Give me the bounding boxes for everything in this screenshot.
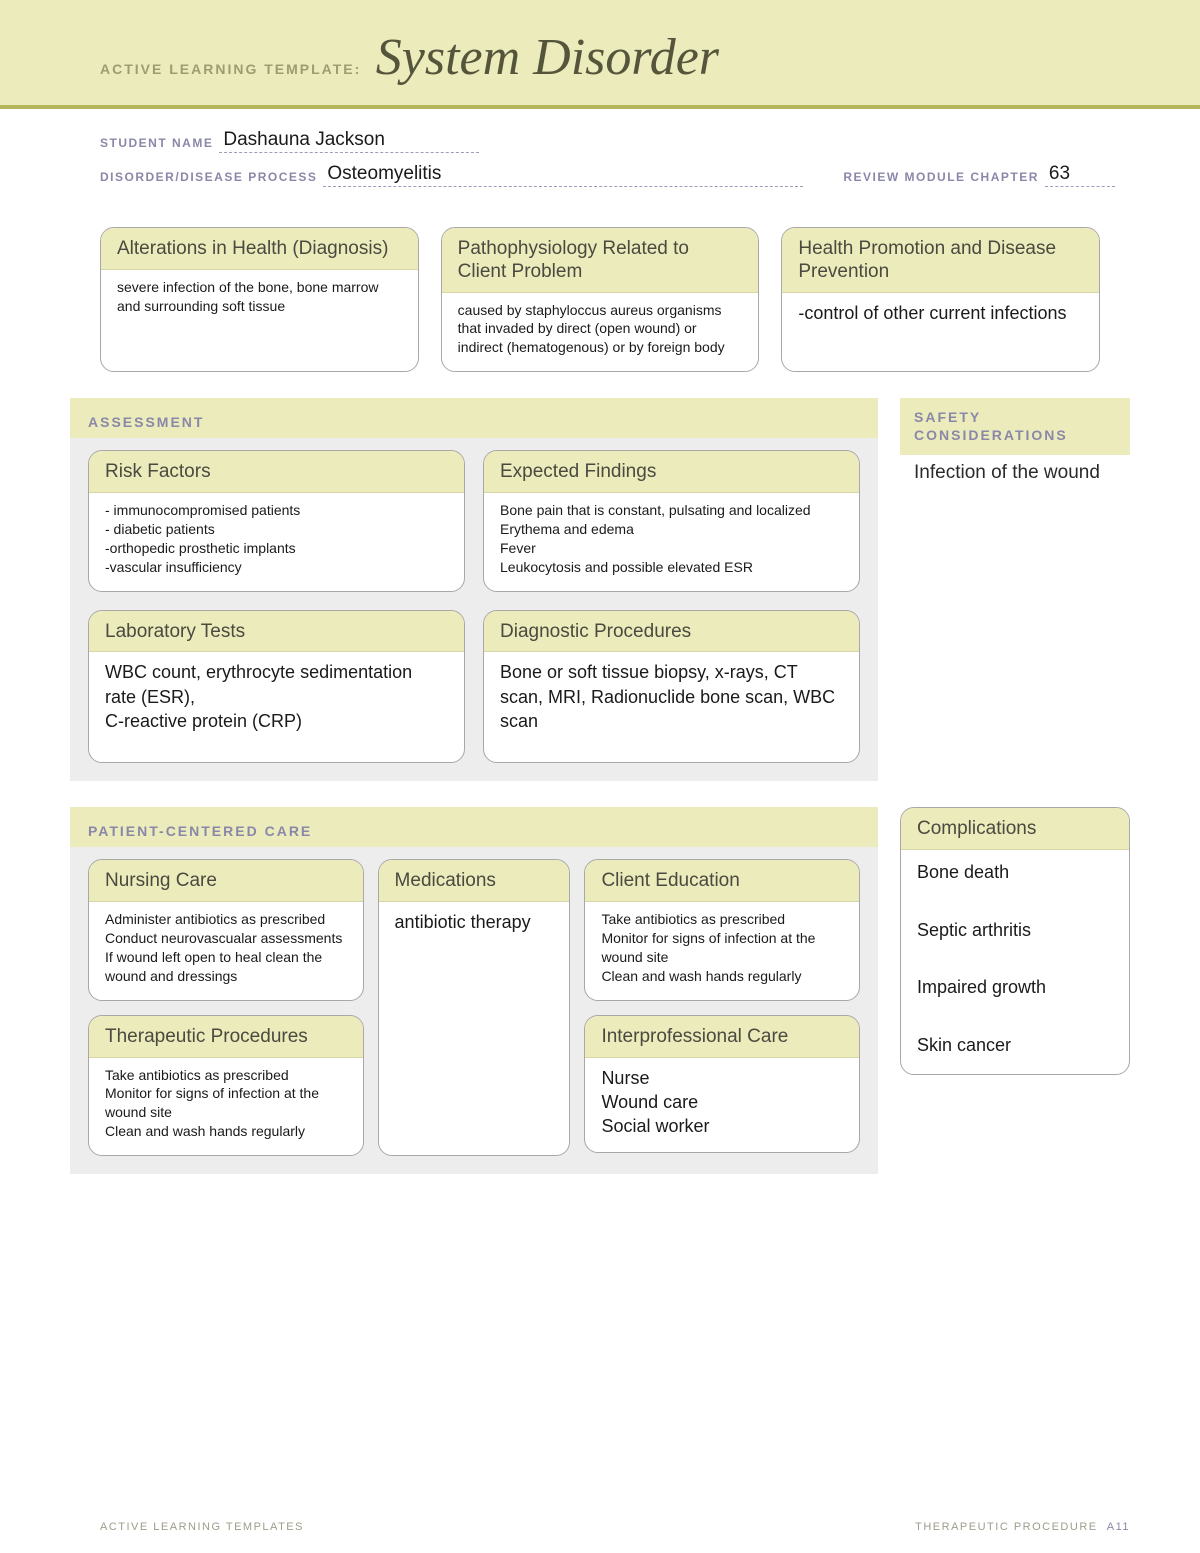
patho-title: Pathophysiology Related to Client Proble… — [442, 228, 759, 293]
promo-title: Health Promotion and Disease Prevention — [782, 228, 1099, 293]
safety-body: Infection of the wound — [900, 455, 1130, 500]
care-col1: Nursing Care Administer antibiotics as p… — [88, 859, 364, 1156]
edu-body: Take antibiotics as prescribed Monitor f… — [585, 902, 859, 1000]
student-name-field: STUDENT NAME Dashauna Jackson — [100, 129, 479, 153]
inter-body: Nurse Wound care Social worker — [585, 1058, 859, 1153]
meds-title: Medications — [379, 860, 570, 902]
nursing-box: Nursing Care Administer antibiotics as p… — [88, 859, 364, 1000]
meta-block: STUDENT NAME Dashauna Jackson DISORDER/D… — [0, 109, 1200, 207]
complications-col: Complications Bone death Septic arthriti… — [900, 807, 1130, 1074]
alterations-box: Alterations in Health (Diagnosis) severe… — [100, 227, 419, 372]
student-name-label: STUDENT NAME — [100, 136, 213, 153]
labs-title: Laboratory Tests — [89, 611, 464, 653]
patho-body: caused by staphyloccus aureus organisms … — [442, 293, 759, 372]
care-row: PATIENT-CENTERED CARE Nursing Care Admin… — [70, 807, 1130, 1174]
chapter-value: 63 — [1045, 163, 1115, 187]
chapter-field: REVIEW MODULE CHAPTER 63 — [843, 163, 1115, 187]
nursing-body: Administer antibiotics as prescribed Con… — [89, 902, 363, 1000]
risk-title: Risk Factors — [89, 451, 464, 493]
care-label: PATIENT-CENTERED CARE — [88, 823, 860, 839]
meds-box: Medications antibiotic therapy — [378, 859, 571, 1156]
promo-box: Health Promotion and Disease Prevention … — [781, 227, 1100, 372]
top-row: Alterations in Health (Diagnosis) severe… — [70, 227, 1130, 398]
inter-title: Interprofessional Care — [585, 1016, 859, 1058]
therapeutic-box: Therapeutic Procedures Take antibiotics … — [88, 1015, 364, 1156]
safety-block: SAFETY CONSIDERATIONS Infection of the w… — [900, 398, 1130, 499]
footer-left: ACTIVE LEARNING TEMPLATES — [100, 1521, 304, 1533]
disorder-field: DISORDER/DISEASE PROCESS Osteomyelitis — [100, 163, 803, 187]
dx-box: Diagnostic Procedures Bone or soft tissu… — [483, 610, 860, 764]
assessment-section: ASSESSMENT Risk Factors - immunocompromi… — [70, 398, 878, 781]
risk-box: Risk Factors - immunocompromised patient… — [88, 450, 465, 591]
footer-right-label: THERAPEUTIC PROCEDURE — [915, 1521, 1097, 1533]
footer-right: THERAPEUTIC PROCEDURE A11 — [915, 1521, 1130, 1533]
assessment-label: ASSESSMENT — [88, 414, 860, 430]
chapter-label: REVIEW MODULE CHAPTER — [843, 170, 1039, 187]
safety-label: SAFETY CONSIDERATIONS — [914, 408, 1116, 444]
alterations-title: Alterations in Health (Diagnosis) — [101, 228, 418, 270]
edu-title: Client Education — [585, 860, 859, 902]
findings-box: Expected Findings Bone pain that is cons… — [483, 450, 860, 591]
alterations-body: severe infection of the bone, bone marro… — [101, 270, 418, 330]
labs-box: Laboratory Tests WBC count, erythrocyte … — [88, 610, 465, 764]
findings-body: Bone pain that is constant, pulsating an… — [484, 493, 859, 591]
complications-title: Complications — [901, 808, 1129, 850]
disorder-label: DISORDER/DISEASE PROCESS — [100, 170, 317, 187]
care-band: PATIENT-CENTERED CARE — [70, 807, 878, 847]
inter-box: Interprofessional Care Nurse Wound care … — [584, 1015, 860, 1154]
findings-title: Expected Findings — [484, 451, 859, 493]
care-col3: Client Education Take antibiotics as pre… — [584, 859, 860, 1156]
footer-page: A11 — [1107, 1521, 1130, 1533]
student-name-value: Dashauna Jackson — [219, 129, 479, 153]
nursing-title: Nursing Care — [89, 860, 363, 902]
promo-body: -control of other current infections — [782, 293, 1099, 339]
header-title: System Disorder — [376, 28, 719, 87]
therapeutic-title: Therapeutic Procedures — [89, 1016, 363, 1058]
meds-body: antibiotic therapy — [379, 902, 570, 948]
header-band: ACTIVE LEARNING TEMPLATE: System Disorde… — [0, 0, 1200, 109]
complications-box: Complications Bone death Septic arthriti… — [900, 807, 1130, 1074]
care-inner: Nursing Care Administer antibiotics as p… — [70, 847, 878, 1174]
footer: ACTIVE LEARNING TEMPLATES THERAPEUTIC PR… — [100, 1521, 1130, 1533]
dx-body: Bone or soft tissue biopsy, x-rays, CT s… — [484, 652, 859, 762]
safety-band: SAFETY CONSIDERATIONS — [900, 398, 1130, 454]
page: ACTIVE LEARNING TEMPLATE: System Disorde… — [0, 0, 1200, 1553]
assessment-row: ASSESSMENT Risk Factors - immunocompromi… — [70, 398, 1130, 781]
header-prefix: ACTIVE LEARNING TEMPLATE: — [100, 61, 361, 77]
risk-body: - immunocompromised patients - diabetic … — [89, 493, 464, 591]
patho-box: Pathophysiology Related to Client Proble… — [441, 227, 760, 372]
labs-body: WBC count, erythrocyte sedimentation rat… — [89, 652, 464, 762]
dx-title: Diagnostic Procedures — [484, 611, 859, 653]
safety-col: SAFETY CONSIDERATIONS Infection of the w… — [900, 398, 1130, 499]
disorder-value: Osteomyelitis — [323, 163, 803, 187]
assessment-inner: Risk Factors - immunocompromised patient… — [70, 438, 878, 781]
edu-box: Client Education Take antibiotics as pre… — [584, 859, 860, 1000]
assessment-band: ASSESSMENT — [70, 398, 878, 438]
therapeutic-body: Take antibiotics as prescribed Monitor f… — [89, 1058, 363, 1156]
complications-body: Bone death Septic arthritis Impaired gro… — [901, 850, 1129, 1074]
content-area: Alterations in Health (Diagnosis) severe… — [0, 207, 1200, 1174]
care-section: PATIENT-CENTERED CARE Nursing Care Admin… — [70, 807, 878, 1174]
